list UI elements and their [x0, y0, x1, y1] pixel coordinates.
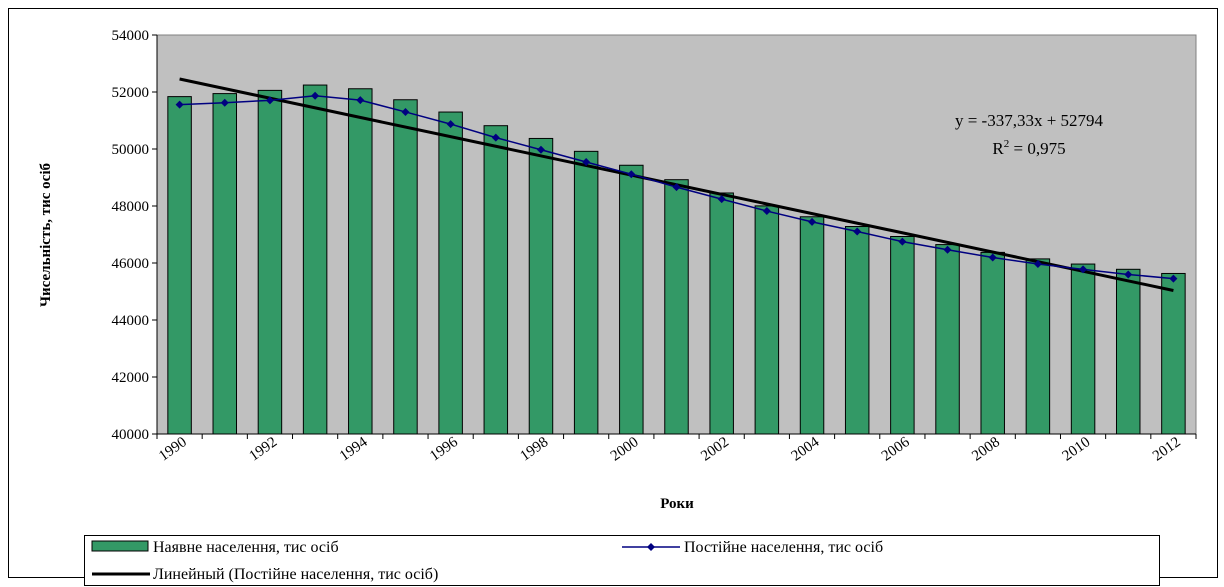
- bar-1997: [483, 125, 509, 435]
- line-point-1999: [582, 157, 591, 166]
- y-tick-label-40000: 40000: [112, 427, 150, 443]
- line-point-2012: [1169, 274, 1178, 283]
- bar-1995: [393, 99, 418, 435]
- bar-1991: [212, 93, 238, 435]
- line-point-2009: [1033, 260, 1042, 269]
- y-axis-title: Чисельність, тис осіб: [38, 163, 54, 307]
- legend-label-line: Постійне населення, тис осіб: [684, 539, 883, 556]
- y-axis: 40000 42000 44000 46000 48000 50000 52000 54000: [112, 28, 158, 443]
- y-tick-label-54000: 54000: [112, 28, 150, 44]
- bar-2005: [844, 226, 870, 435]
- line-point-2011: [1124, 270, 1133, 279]
- legend-label-bars: Наявне населення, тис осіб: [153, 539, 339, 556]
- line-point-1992: [265, 96, 274, 105]
- y-tick-label-44000: 44000: [112, 313, 150, 329]
- bar-2006: [890, 236, 915, 435]
- line-point-2001: [672, 183, 681, 192]
- x-axis-title: Роки: [660, 496, 694, 512]
- y-tick-label-52000: 52000: [112, 85, 150, 101]
- line-point-1995: [401, 107, 410, 116]
- line-point-2004: [808, 217, 817, 226]
- legend: Наявне населення, тис осіб Постійне насе…: [84, 535, 1160, 586]
- trend-equation: y = -337,33x + 52794: [955, 111, 1104, 130]
- line-point-2007: [943, 245, 952, 254]
- r2-superscript: 2: [1004, 138, 1010, 150]
- line-point-1996: [446, 120, 455, 129]
- bar-2010: [1070, 263, 1096, 435]
- y-tick-label-46000: 46000: [112, 256, 150, 272]
- legend-label-trendline: Линейный (Постійне населення, тис осіб): [153, 566, 438, 583]
- y-tick-label-48000: 48000: [112, 199, 150, 215]
- line-point-1994: [356, 96, 365, 105]
- bar-2003: [754, 205, 780, 435]
- line-point-2008: [988, 253, 997, 262]
- bar-1992: [257, 89, 283, 435]
- bar-1999: [573, 150, 599, 435]
- bar-2009: [1025, 258, 1051, 435]
- bar-2008: [980, 251, 1005, 435]
- bar-1996: [438, 111, 463, 435]
- bar-2011: [1115, 268, 1141, 435]
- bar-1993: [302, 84, 328, 435]
- line-point-2003: [762, 207, 771, 216]
- legend-swatch-line-marker: [647, 543, 655, 551]
- legend-frame: [84, 535, 1160, 586]
- bar-2002: [709, 192, 734, 435]
- y-tick-label-42000: 42000: [112, 370, 150, 386]
- legend-swatch-bars: [91, 540, 149, 552]
- line-point-1997: [491, 133, 500, 142]
- bar-2004: [799, 216, 825, 435]
- trend-r2: R2 = 0,975: [992, 138, 1065, 158]
- bar-series: [167, 84, 1186, 435]
- bar-1990: [167, 96, 192, 435]
- line-point-1991: [220, 98, 229, 107]
- line-point-1998: [536, 145, 545, 154]
- line-series: [175, 91, 1178, 283]
- line-point-2005: [853, 227, 862, 236]
- line-point-2010: [1079, 265, 1088, 274]
- bar-2007: [935, 244, 960, 435]
- line-point-1993: [311, 91, 320, 100]
- bar-2000: [619, 164, 644, 435]
- bar-1994: [348, 88, 373, 435]
- bar-2001: [664, 179, 689, 435]
- line-point-2002: [717, 195, 726, 204]
- y-tick-label-50000: 50000: [112, 142, 150, 158]
- bar-2012: [1161, 272, 1186, 435]
- bar-1998: [528, 137, 554, 435]
- line-point-2000: [627, 170, 636, 179]
- line-point-1990: [175, 100, 184, 109]
- line-point-2006: [898, 237, 907, 246]
